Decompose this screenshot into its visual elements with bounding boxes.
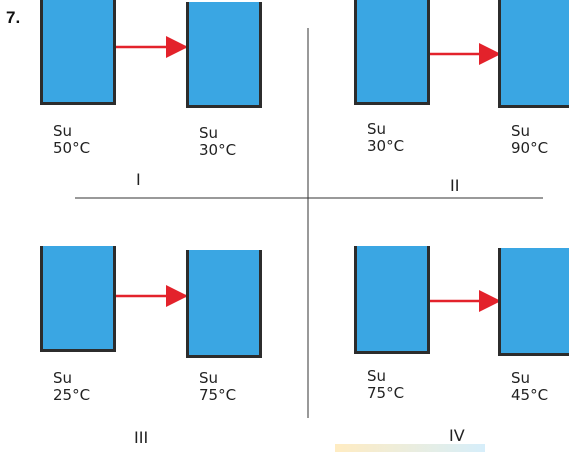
temperature-label: 30°C	[367, 137, 405, 155]
beaker-quadrant-3-left	[40, 246, 116, 352]
arrowhead-quadrant-4	[479, 290, 501, 312]
beaker-quadrant-4-right	[498, 248, 569, 356]
temperature-label: 75°C	[199, 386, 237, 404]
beaker-quadrant-3-right	[186, 250, 262, 358]
beaker-quadrant-2-right	[498, 0, 569, 108]
substance-label: Su	[367, 120, 387, 138]
label-quadrant-2-right: Su 90°C	[511, 123, 548, 157]
beaker-quadrant-1-right	[186, 2, 262, 108]
substance-label: Su	[53, 369, 73, 387]
roman-label-quadrant-1: I	[136, 170, 141, 189]
arrowhead-quadrant-2	[479, 43, 501, 65]
temperature-label: 25°C	[53, 386, 91, 404]
beaker-quadrant-1-left	[40, 0, 116, 105]
label-quadrant-2-left: Su 30°C	[367, 121, 404, 155]
beaker-quadrant-2-left	[354, 0, 430, 105]
watermark-strip	[335, 444, 485, 452]
label-quadrant-1-left: Su 50°C	[53, 123, 90, 157]
temperature-label: 50°C	[53, 139, 91, 157]
label-quadrant-4-left: Su 75°C	[367, 368, 404, 402]
roman-label-quadrant-4: IV	[449, 426, 465, 445]
label-quadrant-1-right: Su 30°C	[199, 125, 236, 159]
beaker-quadrant-4-left	[354, 246, 430, 354]
label-quadrant-3-left: Su 25°C	[53, 370, 90, 404]
substance-label: Su	[511, 369, 531, 387]
question-number: 7.	[6, 8, 21, 27]
label-quadrant-3-right: Su 75°C	[199, 370, 236, 404]
temperature-label: 45°C	[511, 386, 549, 404]
substance-label: Su	[53, 122, 73, 140]
temperature-label: 30°C	[199, 141, 237, 159]
substance-label: Su	[199, 124, 219, 142]
substance-label: Su	[367, 367, 387, 385]
roman-label-quadrant-2: II	[450, 176, 460, 195]
label-quadrant-4-right: Su 45°C	[511, 370, 548, 404]
temperature-label: 90°C	[511, 139, 549, 157]
arrowhead-quadrant-3	[166, 285, 188, 307]
temperature-label: 75°C	[367, 384, 405, 402]
substance-label: Su	[511, 122, 531, 140]
arrowhead-quadrant-1	[166, 36, 188, 58]
substance-label: Su	[199, 369, 219, 387]
roman-label-quadrant-3: III	[134, 428, 149, 447]
